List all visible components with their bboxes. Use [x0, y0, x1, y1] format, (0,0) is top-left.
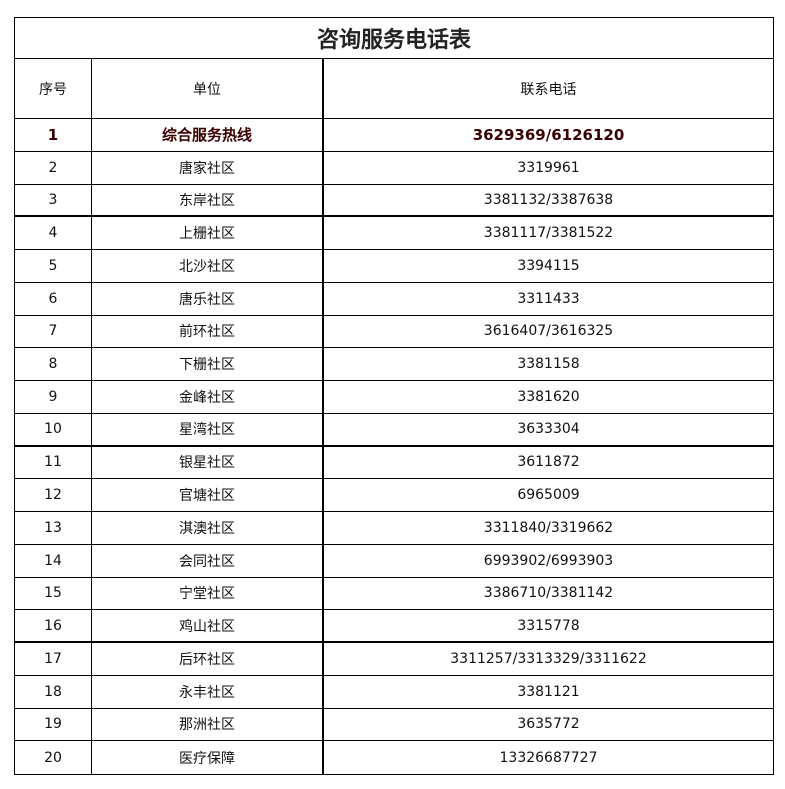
cell-phone: 3381117/3381522: [483, 225, 614, 242]
cell-index: 1: [15, 119, 92, 151]
phone-table: 咨询服务电话表 序号 单位 联系电话 1 综合服务热线 3629369/612612…: [14, 17, 774, 775]
cell-phone: 3311840/3319662: [483, 519, 614, 536]
cell-index: 7: [15, 315, 92, 348]
cell-phone: 3616407/3616325: [483, 323, 614, 340]
table-row: 2 唐家社区 3319961: [15, 151, 773, 185]
cell-phone: 3386710/3381142: [483, 585, 614, 602]
header-row: 序号 单位 联系电话: [15, 59, 773, 119]
cell-index: 8: [15, 348, 92, 380]
cell-index: 6: [15, 282, 92, 315]
cell-phone: 3381158: [517, 356, 580, 373]
table-row: 16 鸡山社区 3315778: [15, 610, 773, 643]
table-row: 9 金峰社区 3381620: [15, 381, 773, 414]
cell-unit: 星湾社区: [92, 413, 324, 445]
cell-index: 9: [15, 381, 92, 413]
cell-phone: 3635772: [517, 716, 580, 733]
cell-phone: 6993902/6993903: [483, 552, 614, 569]
cell-index: 20: [15, 741, 92, 774]
cell-unit: 上栅社区: [92, 217, 324, 249]
cell-index: 19: [15, 708, 92, 741]
table-row: 3 东岸社区 3381132/3387638: [15, 184, 773, 218]
cell-unit: 医疗保障: [92, 741, 324, 774]
header-index: 序号: [15, 59, 92, 118]
cell-phone: 3381121: [517, 683, 580, 700]
table-row: 4 上栅社区 3381117/3381522: [15, 217, 773, 250]
cell-index: 13: [15, 512, 92, 544]
table-row: 13 淇澳社区 3311840/3319662: [15, 512, 773, 545]
table-row: 1 综合服务热线 3629369/6126120: [15, 119, 773, 152]
cell-phone: 3633304: [517, 421, 580, 438]
table-row: 10 星湾社区 3633304: [15, 413, 773, 447]
table-row: 20 医疗保障 13326687727: [15, 741, 773, 774]
header-phone: 联系电话: [520, 81, 577, 98]
table-row: 11 银星社区 3611872: [15, 446, 773, 480]
cell-index: 3: [15, 184, 92, 216]
cell-phone: 3381620: [517, 388, 580, 405]
table-body: 1 综合服务热线 3629369/6126120 2 唐家社区 3319961 3 东岸社区 3…: [15, 119, 773, 774]
cell-phone: 3629369/6126120: [472, 125, 625, 144]
cell-unit: 金峰社区: [92, 381, 324, 413]
table-row: 19 那洲社区 3635772: [15, 708, 773, 742]
cell-phone: 13326687727: [499, 749, 598, 766]
cell-unit: 唐乐社区: [92, 282, 324, 315]
table-row: 6 唐乐社区 3311433: [15, 282, 773, 316]
cell-unit: 下栅社区: [92, 348, 324, 380]
cell-phone: 3315778: [517, 617, 580, 634]
cell-phone: 3381132/3387638: [483, 191, 614, 208]
cell-index: 14: [15, 544, 92, 577]
header-unit: 单位: [92, 59, 324, 118]
cell-index: 2: [15, 151, 92, 184]
cell-unit: 那洲社区: [92, 708, 324, 741]
table-row: 5 北沙社区 3394115: [15, 250, 773, 283]
cell-unit: 鸡山社区: [92, 610, 324, 641]
cell-index: 16: [15, 610, 92, 641]
cell-unit: 会同社区: [92, 544, 324, 577]
table-title: 咨询服务电话表: [15, 18, 773, 59]
cell-phone: 3311257/3313329/3311622: [450, 650, 647, 667]
table-row: 17 后环社区 3311257/3313329/3311622: [15, 643, 773, 676]
cell-index: 11: [15, 446, 92, 479]
cell-unit: 官塘社区: [92, 479, 324, 511]
cell-phone: 6965009: [517, 487, 580, 504]
table-row: 8 下栅社区 3381158: [15, 348, 773, 381]
table-row: 12 官塘社区 6965009: [15, 479, 773, 512]
cell-index: 12: [15, 479, 92, 511]
cell-unit: 前环社区: [92, 315, 324, 348]
cell-unit: 后环社区: [92, 643, 324, 675]
cell-phone: 3319961: [517, 159, 580, 176]
cell-unit: 永丰社区: [92, 675, 324, 708]
table-row: 7 前环社区 3616407/3616325: [15, 315, 773, 349]
cell-phone: 3611872: [517, 454, 580, 471]
cell-index: 4: [15, 217, 92, 249]
cell-phone: 3394115: [517, 257, 580, 274]
cell-index: 15: [15, 577, 92, 610]
cell-unit: 宁堂社区: [92, 577, 324, 610]
cell-index: 17: [15, 643, 92, 675]
cell-unit: 东岸社区: [92, 184, 324, 216]
cell-unit: 淇澳社区: [92, 512, 324, 544]
cell-phone: 3311433: [517, 290, 580, 307]
cell-unit: 唐家社区: [92, 151, 324, 184]
cell-unit: 银星社区: [92, 446, 324, 479]
table-row: 15 宁堂社区 3386710/3381142: [15, 577, 773, 611]
table-row: 18 永丰社区 3381121: [15, 675, 773, 709]
cell-unit: 北沙社区: [92, 250, 324, 282]
cell-index: 18: [15, 675, 92, 708]
cell-unit: 综合服务热线: [92, 119, 324, 151]
table-row: 14 会同社区 6993902/6993903: [15, 544, 773, 578]
cell-index: 5: [15, 250, 92, 282]
cell-index: 10: [15, 413, 92, 445]
